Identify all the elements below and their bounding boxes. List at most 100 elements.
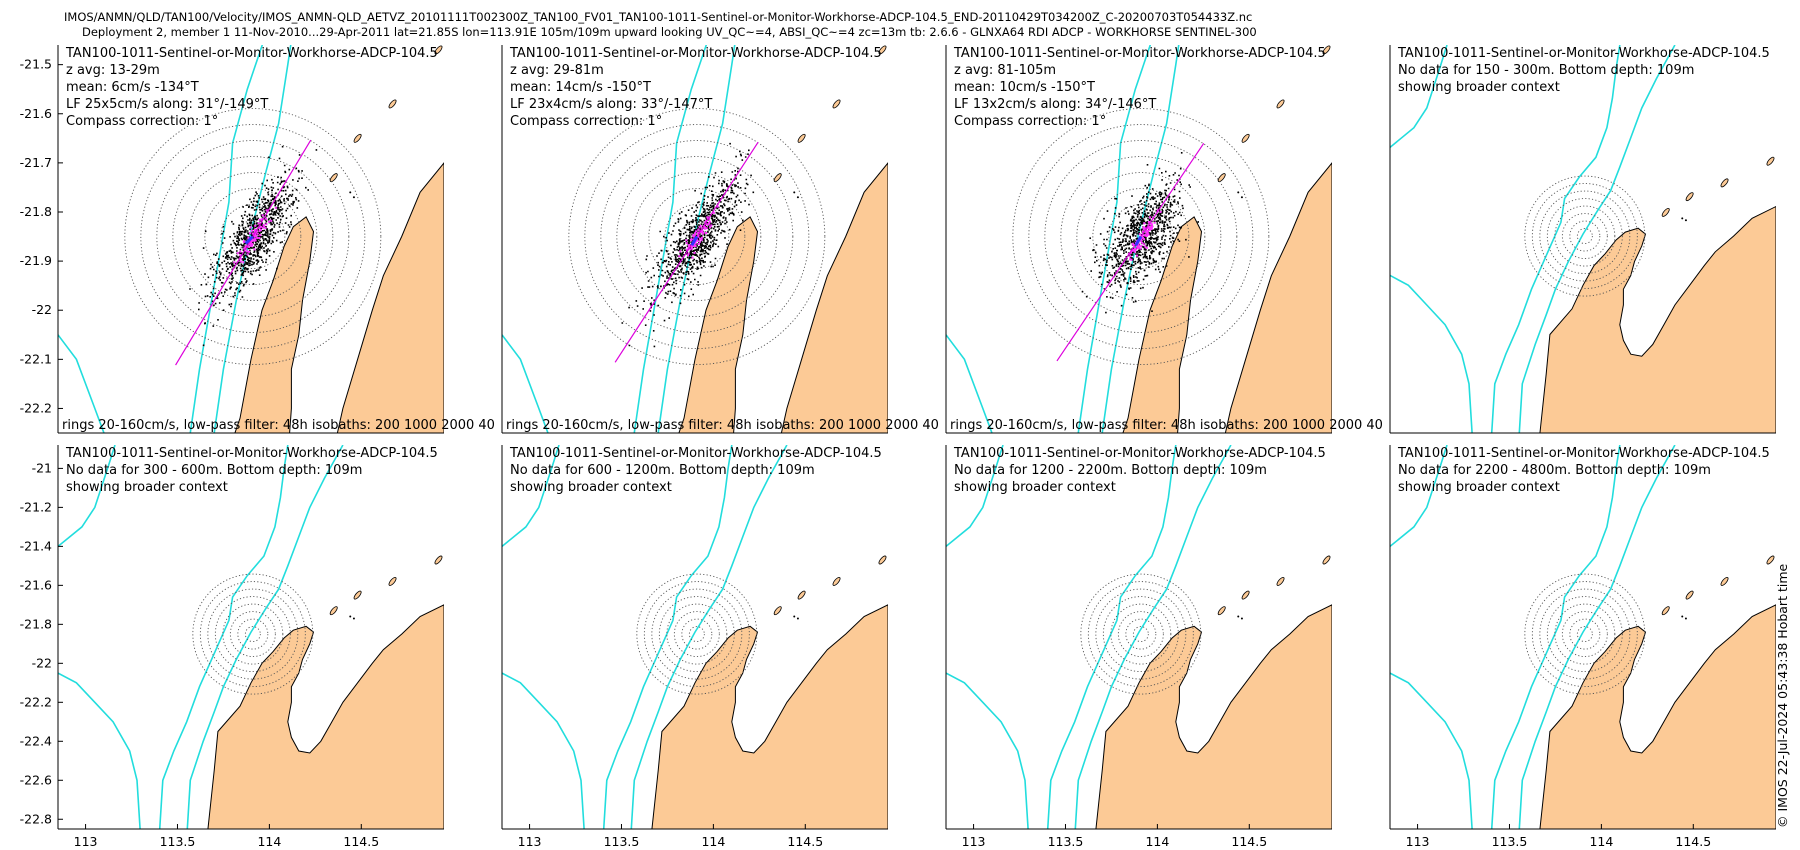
map-area xyxy=(946,0,1332,433)
shoal-dot xyxy=(1240,617,1243,620)
isobath-line-3 xyxy=(946,0,1003,16)
island xyxy=(1217,173,1226,183)
island xyxy=(878,555,887,565)
speed-ring xyxy=(124,108,382,365)
speed-ring xyxy=(1044,140,1238,333)
speed-ring xyxy=(1117,611,1164,658)
lowpass-scatter xyxy=(233,206,277,264)
isobath-line-3 xyxy=(502,445,560,548)
speed-ring xyxy=(207,588,299,680)
panel-info-line: TAN100-1011-Sentinel-or-Monitor-Workhors… xyxy=(953,46,1326,61)
map-area xyxy=(58,45,444,433)
x-tick-label: 113 xyxy=(74,834,98,849)
speed-ring xyxy=(1539,190,1631,282)
isobath-line-1 xyxy=(1046,445,1177,829)
speed-ring xyxy=(199,581,306,688)
isobath-line-3 xyxy=(502,0,559,16)
island xyxy=(1661,606,1670,616)
speed-ring xyxy=(648,188,746,285)
panel-info-line: showing broader context xyxy=(510,480,672,495)
panel-info-line: TAN100-1011-Sentinel-or-Monitor-Workhors… xyxy=(509,446,882,461)
x-tick-label: 114.5 xyxy=(1675,834,1711,849)
isobath-line-2 xyxy=(946,334,993,433)
timestamp-stamp: © IMOS 22-Jul-2024 05:43:38 Hobart time xyxy=(1775,563,1790,828)
map-area xyxy=(1390,445,1776,829)
land-mass xyxy=(1539,604,1776,829)
panel-info-line: Compass correction: 1° xyxy=(66,114,218,129)
speed-ring xyxy=(1102,596,1179,673)
island xyxy=(1661,207,1670,217)
island xyxy=(832,577,841,586)
map-area xyxy=(502,445,888,829)
isobath-line-1 xyxy=(633,45,708,433)
panel-info-line: mean: 6cm/s -134°T xyxy=(66,80,199,95)
panel-3: TAN100-1011-Sentinel-or-Monitor-Workhors… xyxy=(945,0,1383,434)
island xyxy=(832,99,841,109)
y-tick-label: -21.8 xyxy=(20,204,52,219)
isobath-line-2 xyxy=(1390,672,1473,829)
panel-info-line: TAN100-1011-Sentinel-or-Monitor-Workhors… xyxy=(953,446,1326,461)
y-tick-label: -22.2 xyxy=(20,400,52,415)
panel-info-line: TAN100-1011-Sentinel-or-Monitor-Workhors… xyxy=(509,46,882,61)
panel-info-line: No data for 600 - 1200m. Bottom depth: 1… xyxy=(510,463,815,478)
island xyxy=(353,133,362,143)
isobath-line-2 xyxy=(58,334,105,433)
isobath-line-2 xyxy=(946,672,1029,829)
speed-ring xyxy=(1561,213,1608,259)
island xyxy=(434,45,443,55)
panel-info-line: No data for 300 - 600m. Bottom depth: 10… xyxy=(66,463,362,478)
island xyxy=(1766,555,1775,565)
island xyxy=(1276,99,1285,109)
speed-ring xyxy=(1108,204,1174,269)
speed-ring xyxy=(1561,611,1608,658)
panel-info-line: TAN100-1011-Sentinel-or-Monitor-Workhors… xyxy=(1397,46,1770,61)
isobath-line-1 xyxy=(158,445,289,829)
speed-ring xyxy=(1076,172,1206,301)
x-tick-label: 113.5 xyxy=(604,834,640,849)
shoal-dot xyxy=(349,615,352,618)
panel-info-line: mean: 10cm/s -150°T xyxy=(954,80,1095,95)
y-tick-label: -21.5 xyxy=(20,57,52,72)
island xyxy=(797,590,806,600)
island xyxy=(329,173,338,183)
shoal-dot xyxy=(352,196,355,199)
speed-ring xyxy=(1531,183,1638,289)
speed-ring xyxy=(1569,220,1601,252)
shoal-dot xyxy=(1681,217,1684,220)
speed-ring xyxy=(1524,573,1646,695)
x-tick-label: 113 xyxy=(962,834,986,849)
panel-footnote: rings 20-160cm/s, low-pass filter: 48h i… xyxy=(950,418,1383,433)
speed-ring xyxy=(192,573,314,695)
panel-info-line: TAN100-1011-Sentinel-or-Monitor-Workhors… xyxy=(65,46,438,61)
speed-ring xyxy=(156,140,350,333)
speed-ring xyxy=(222,603,284,665)
land-mass xyxy=(1122,162,1332,433)
panel-info-line: Compass correction: 1° xyxy=(510,114,662,129)
speed-ring xyxy=(1569,618,1601,650)
panel-info-line: LF 23x4cm/s along: 33°/-147°T xyxy=(510,97,712,112)
isobath-line-2 xyxy=(58,672,141,829)
x-tick-label: 114 xyxy=(257,834,281,849)
lowpass-scatter xyxy=(1127,209,1162,261)
panel-6: 113 113.5 114 114.5 TAN100-1011-Sentinel-or-… xyxy=(501,445,888,849)
x-tick-label: 114.5 xyxy=(787,834,823,849)
panel-4: TAN100-1011-Sentinel-or-Monitor-Workhors… xyxy=(1389,45,1776,434)
speed-ring xyxy=(1539,588,1631,680)
shoal-dot xyxy=(796,196,799,199)
land-mass xyxy=(651,604,888,829)
speed-ring xyxy=(666,603,728,665)
speed-ring xyxy=(658,596,735,673)
island xyxy=(1217,606,1226,616)
island xyxy=(1241,133,1250,143)
y-tick-label: -21.4 xyxy=(20,538,52,553)
island xyxy=(1766,156,1775,166)
speed-ring xyxy=(664,204,730,269)
speed-ring xyxy=(1087,581,1194,688)
panel-info-line: TAN100-1011-Sentinel-or-Monitor-Workhors… xyxy=(1397,446,1770,461)
speed-ring xyxy=(632,172,762,301)
isobath-line-3 xyxy=(1390,445,1448,548)
isobath-line-1 xyxy=(189,45,264,433)
speed-ring xyxy=(600,140,794,333)
speed-ring xyxy=(1092,188,1190,285)
